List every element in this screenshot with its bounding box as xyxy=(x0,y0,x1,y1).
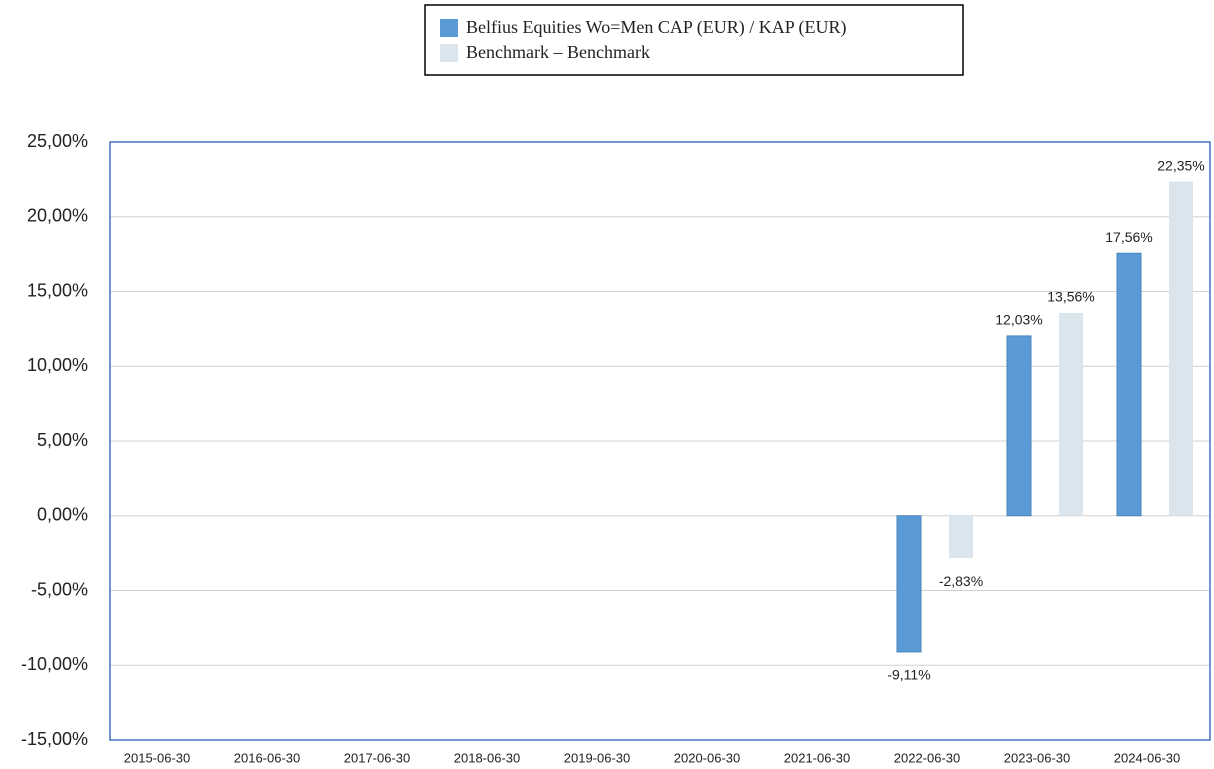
x-tick-label: 2018-06-30 xyxy=(454,750,521,765)
bar xyxy=(1116,252,1142,517)
legend-label: Benchmark – Benchmark xyxy=(466,42,650,62)
x-tick-label: 2019-06-30 xyxy=(564,750,631,765)
x-tick-label: 2024-06-30 xyxy=(1114,750,1181,765)
y-tick-label: 10,00% xyxy=(27,355,88,375)
data-label: -9,11% xyxy=(887,667,930,683)
data-label: 12,03% xyxy=(995,312,1042,328)
legend-label: Belfius Equities Wo=Men CAP (EUR) / KAP … xyxy=(466,17,847,38)
x-tick-label: 2023-06-30 xyxy=(1004,750,1071,765)
data-label: 17,56% xyxy=(1105,229,1152,245)
x-tick-label: 2021-06-30 xyxy=(784,750,851,765)
legend-box xyxy=(424,4,964,76)
bar xyxy=(1169,181,1193,516)
legend-swatch xyxy=(440,44,458,62)
y-tick-label: 0,00% xyxy=(37,505,88,525)
bar xyxy=(1059,313,1083,516)
y-tick-label: 25,00% xyxy=(27,131,88,151)
data-label: -2,83% xyxy=(939,573,983,589)
data-label: 13,56% xyxy=(1047,289,1094,305)
y-tick-label: -15,00% xyxy=(21,729,88,749)
legend-swatch xyxy=(440,19,458,37)
plot-frame xyxy=(109,141,1211,741)
x-tick-label: 2015-06-30 xyxy=(124,750,191,765)
bar xyxy=(896,515,922,653)
y-tick-label: 15,00% xyxy=(27,280,88,300)
x-tick-label: 2020-06-30 xyxy=(674,750,741,765)
y-tick-label: 5,00% xyxy=(37,430,88,450)
x-tick-label: 2016-06-30 xyxy=(234,750,301,765)
bar xyxy=(949,515,973,559)
x-tick-label: 2017-06-30 xyxy=(344,750,411,765)
y-tick-label: -10,00% xyxy=(21,654,88,674)
x-tick-label: 2022-06-30 xyxy=(894,750,961,765)
y-tick-label: 20,00% xyxy=(27,206,88,226)
y-tick-label: -5,00% xyxy=(31,579,88,599)
bar xyxy=(1006,335,1032,517)
data-label: 22,35% xyxy=(1157,157,1204,173)
